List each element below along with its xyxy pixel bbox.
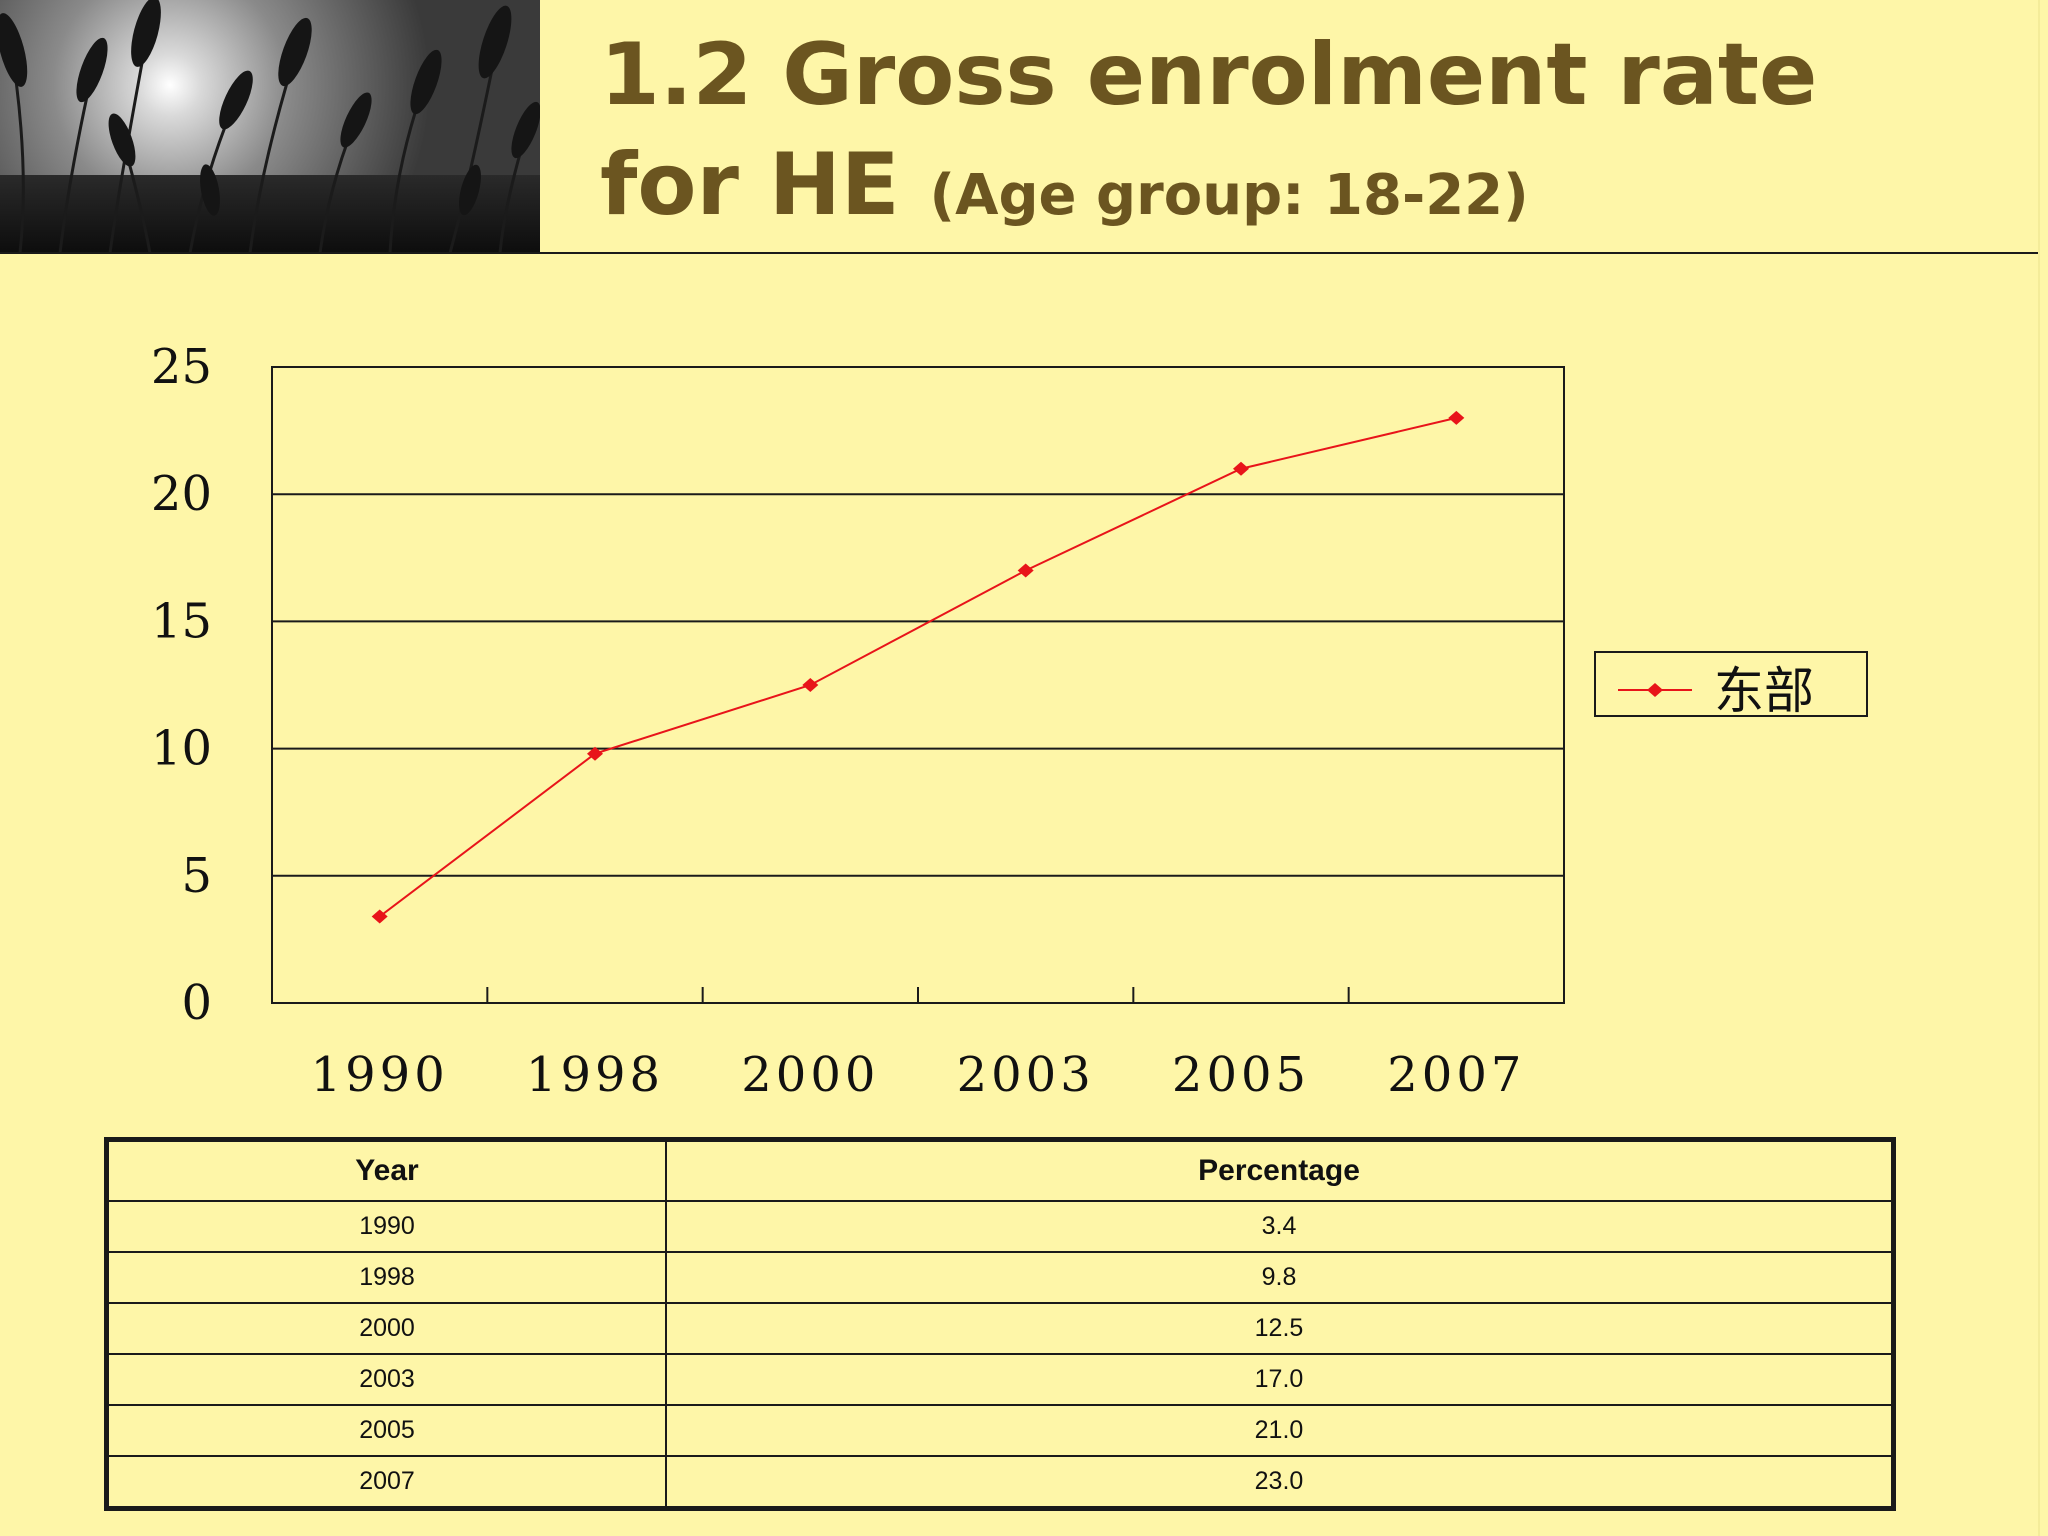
cell-year: 2003: [105, 1353, 667, 1406]
header-divider: [0, 252, 2040, 254]
cell-percentage: 3.4: [665, 1200, 1895, 1253]
title-line-2-main: for HE: [600, 135, 900, 235]
cell-year: 2007: [105, 1455, 667, 1510]
table-row: 2005 21.0: [105, 1404, 1895, 1457]
table-row: 2007 23.0: [105, 1455, 1895, 1510]
y-tick-label: 20: [151, 466, 212, 522]
series-layer: [371, 410, 1465, 924]
x-tick-label: 2003: [957, 1047, 1095, 1103]
data-point: [1017, 563, 1034, 578]
grid-lines: [272, 493, 1564, 877]
column-header-year: Year: [105, 1138, 667, 1202]
cell-year: 2005: [105, 1404, 667, 1457]
data-point: [1448, 410, 1465, 425]
x-axis-labels: 1990 1998 2000 2003 2005 2007: [311, 1047, 1525, 1103]
y-axis-labels: 0 5 10 15 20 25: [151, 339, 212, 1031]
y-tick-label: 0: [181, 975, 212, 1031]
data-point: [1233, 461, 1249, 476]
legend: 东部: [1594, 651, 1868, 720]
legend-box: [1594, 651, 1868, 717]
table-header-row: Year Percentage: [105, 1138, 1895, 1202]
x-tick-label: 1998: [526, 1047, 664, 1103]
cell-percentage: 9.8: [665, 1251, 1895, 1304]
table-row: 2003 17.0: [105, 1353, 1895, 1406]
table-row: 1990 3.4: [105, 1200, 1895, 1253]
y-tick-label: 15: [151, 593, 212, 649]
x-tick-label: 2007: [1387, 1047, 1525, 1103]
legend-label: 东部: [1714, 662, 1814, 720]
cell-year: 2000: [105, 1302, 667, 1355]
data-table: Year Percentage 1990 3.4 1998 9.8 2000 1…: [104, 1137, 1896, 1511]
x-tick-label: 1990: [311, 1047, 449, 1103]
data-point: [802, 678, 819, 692]
data-point: [587, 746, 603, 761]
x-axis-ticks: [486, 987, 1350, 1003]
wheat-field-photo: [0, 0, 540, 253]
plot-frame: [271, 366, 1565, 1004]
right-edge-divider: [2038, 0, 2040, 1536]
y-tick-label: 10: [151, 721, 212, 777]
x-tick-label: 2000: [741, 1047, 879, 1103]
plot-area: [271, 366, 1565, 1004]
cell-percentage: 23.0: [665, 1455, 1895, 1510]
line-chart: 0 5 10 15 20 25 1990 1998 2000 2003 2005 2007 东部: [151, 339, 1868, 1103]
table-row: 2000 12.5: [105, 1302, 1895, 1355]
y-tick-label: 5: [181, 848, 212, 904]
title-line-2: for HE (Age group: 18-22): [600, 130, 1817, 251]
slide-title: 1.2 Gross enrolment rate for HE (Age gro…: [600, 20, 1817, 251]
title-subtitle: (Age group: 18-22): [929, 163, 1529, 228]
cell-percentage: 12.5: [665, 1302, 1895, 1355]
y-tick-label: 25: [151, 339, 212, 395]
table-row: 1998 9.8: [105, 1251, 1895, 1304]
column-header-percentage: Percentage: [665, 1138, 1895, 1202]
data-point: [371, 909, 388, 924]
legend-marker: [1647, 683, 1663, 697]
x-tick-label: 2005: [1172, 1047, 1310, 1103]
series-line: [379, 416, 1457, 918]
cell-percentage: 17.0: [665, 1353, 1895, 1406]
cell-year: 1998: [105, 1251, 667, 1304]
cell-year: 1990: [105, 1200, 667, 1253]
title-line-1: 1.2 Gross enrolment rate: [600, 25, 1818, 125]
cell-percentage: 21.0: [665, 1404, 1895, 1457]
